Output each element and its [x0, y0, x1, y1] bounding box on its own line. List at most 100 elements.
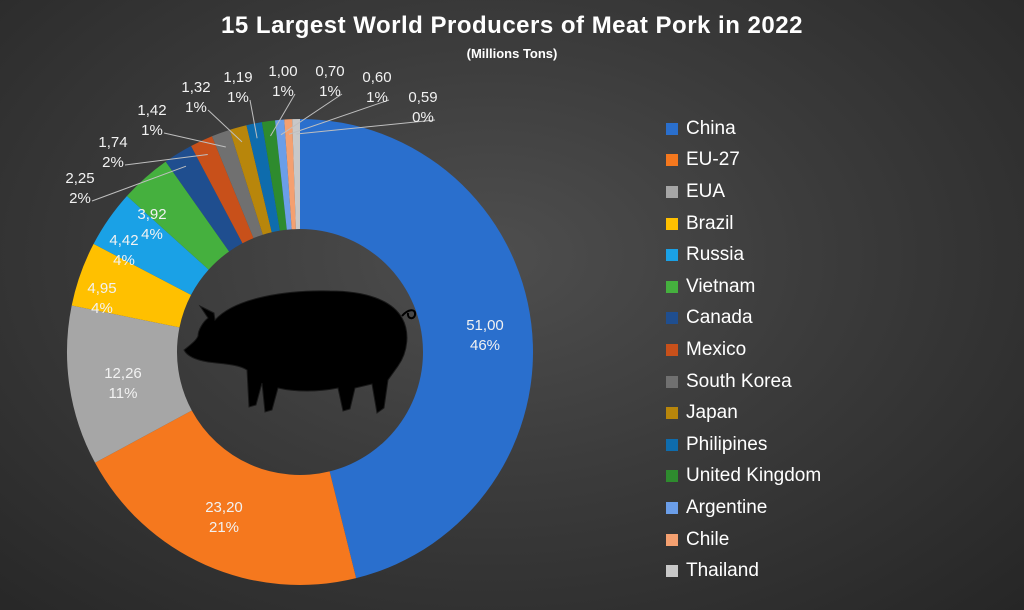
leader-line: [124, 153, 208, 166]
data-label-value: 51,00: [466, 317, 504, 334]
data-label-percent: 4%: [113, 252, 135, 269]
data-label-value: 23,20: [205, 499, 243, 516]
legend-item-brazil: Brazil: [666, 208, 821, 240]
data-label-value: 12,26: [104, 365, 142, 382]
legend-swatch: [666, 185, 678, 198]
legend-item-philipines: Philipines: [666, 429, 821, 461]
leader-line: [207, 109, 243, 143]
data-label-percent: 2%: [69, 190, 91, 207]
legend-label: EUA: [686, 180, 726, 202]
data-label-value: 0,59: [408, 89, 437, 106]
legend-label: Argentine: [686, 496, 768, 518]
leader-line: [270, 93, 296, 137]
legend-label: Russia: [686, 244, 745, 266]
legend-label: Mexico: [686, 338, 747, 360]
legend-swatch: [666, 375, 678, 388]
legend-label: Thailand: [686, 560, 759, 582]
data-label-percent: 1%: [366, 89, 388, 106]
data-label-percent: 46%: [470, 337, 500, 354]
legend-item-argentine: Argentine: [666, 492, 821, 524]
legend-label: Brazil: [686, 212, 734, 234]
slice-russia: [93, 195, 209, 295]
legend-item-chile: Chile: [666, 524, 821, 556]
legend-item-canada: Canada: [666, 303, 821, 335]
legend-item-mexico: Mexico: [666, 334, 821, 366]
legend-item-thailand: Thailand: [666, 555, 821, 587]
data-label-percent: 21%: [209, 519, 239, 536]
leader-line: [288, 99, 390, 135]
legend-label: China: [686, 117, 736, 139]
legend-swatch: [666, 565, 678, 578]
legend-swatch: [666, 343, 678, 356]
legend-item-china: China: [666, 113, 821, 145]
pig-icon: [183, 290, 417, 414]
legend-item-russia: Russia: [666, 239, 821, 271]
data-label-percent: 11%: [109, 385, 138, 402]
slice-south-korea: [211, 129, 263, 239]
legend-item-united-kingdom: United Kingdom: [666, 461, 821, 493]
legend-item-south-korea: South Korea: [666, 366, 821, 398]
data-label-percent: 0%: [412, 109, 434, 126]
legend-label: Canada: [686, 307, 753, 329]
data-label-value: 1,42: [137, 102, 166, 119]
data-label-percent: 1%: [141, 122, 163, 139]
legend-swatch: [666, 217, 678, 230]
legend-label: Philipines: [686, 433, 768, 455]
data-label-percent: 1%: [227, 89, 249, 106]
legend-swatch: [666, 501, 678, 514]
legend-item-japan: Japan: [666, 397, 821, 429]
data-label-percent: 2%: [102, 154, 124, 171]
leader-line: [163, 132, 226, 148]
legend-swatch: [666, 438, 678, 451]
data-label-value: 0,60: [362, 69, 391, 86]
legend-swatch: [666, 249, 678, 262]
legend-item-eua: EUA: [666, 176, 821, 208]
legend-item-vietnam: Vietnam: [666, 271, 821, 303]
legend-label: United Kingdom: [686, 465, 822, 487]
legend-swatch: [666, 280, 678, 293]
legend-swatch: [666, 533, 678, 546]
data-label-value: 2,25: [65, 170, 94, 187]
slice-canada: [165, 146, 243, 252]
data-label-value: 3,92: [137, 206, 166, 223]
data-label-value: 1,74: [98, 134, 127, 151]
leader-line: [91, 165, 187, 202]
legend-swatch: [666, 312, 678, 325]
legend-label: Japan: [686, 402, 738, 424]
legend-label: South Korea: [686, 370, 792, 392]
data-label-value: 0,70: [315, 63, 344, 80]
data-label-value: 1,00: [268, 63, 297, 80]
slice-united-kingdom: [261, 120, 287, 231]
data-label-value: 1,32: [181, 79, 210, 96]
slice-chile: [284, 119, 296, 230]
legend-swatch: [666, 407, 678, 420]
legend-item-eu-27: EU-27: [666, 145, 821, 177]
legend-label: Chile: [686, 528, 730, 550]
slice-vietnam: [126, 161, 230, 270]
leader-line: [280, 93, 343, 136]
data-label-value: 4,95: [87, 280, 116, 297]
slice-brazil: [71, 243, 192, 328]
slice-eua: [67, 305, 192, 463]
data-label-percent: 4%: [141, 226, 163, 243]
legend: China EU-27 EUA Brazil Russia Vietnam Canada Me…: [666, 113, 821, 587]
leader-line: [249, 99, 258, 139]
leader-line: [296, 119, 436, 135]
data-label-percent: 1%: [272, 83, 294, 100]
legend-label: Vietnam: [686, 275, 756, 297]
slice-thailand: [292, 119, 300, 230]
data-label-percent: 1%: [185, 99, 207, 116]
data-label-percent: 4%: [91, 300, 113, 317]
legend-swatch: [666, 154, 678, 167]
data-label-percent: 1%: [319, 83, 341, 100]
chart-title: 15 Largest World Producers of Meat Pork …: [221, 12, 803, 39]
legend-swatch: [666, 470, 678, 483]
data-label-value: 4,42: [109, 232, 138, 249]
data-label-value: 1,19: [223, 69, 252, 86]
legend-label: EU-27: [686, 149, 740, 171]
slice-philipines: [246, 122, 280, 233]
slice-argentine: [275, 119, 292, 230]
chart-subtitle: (Millions Tons): [466, 46, 558, 61]
legend-swatch: [666, 122, 678, 135]
